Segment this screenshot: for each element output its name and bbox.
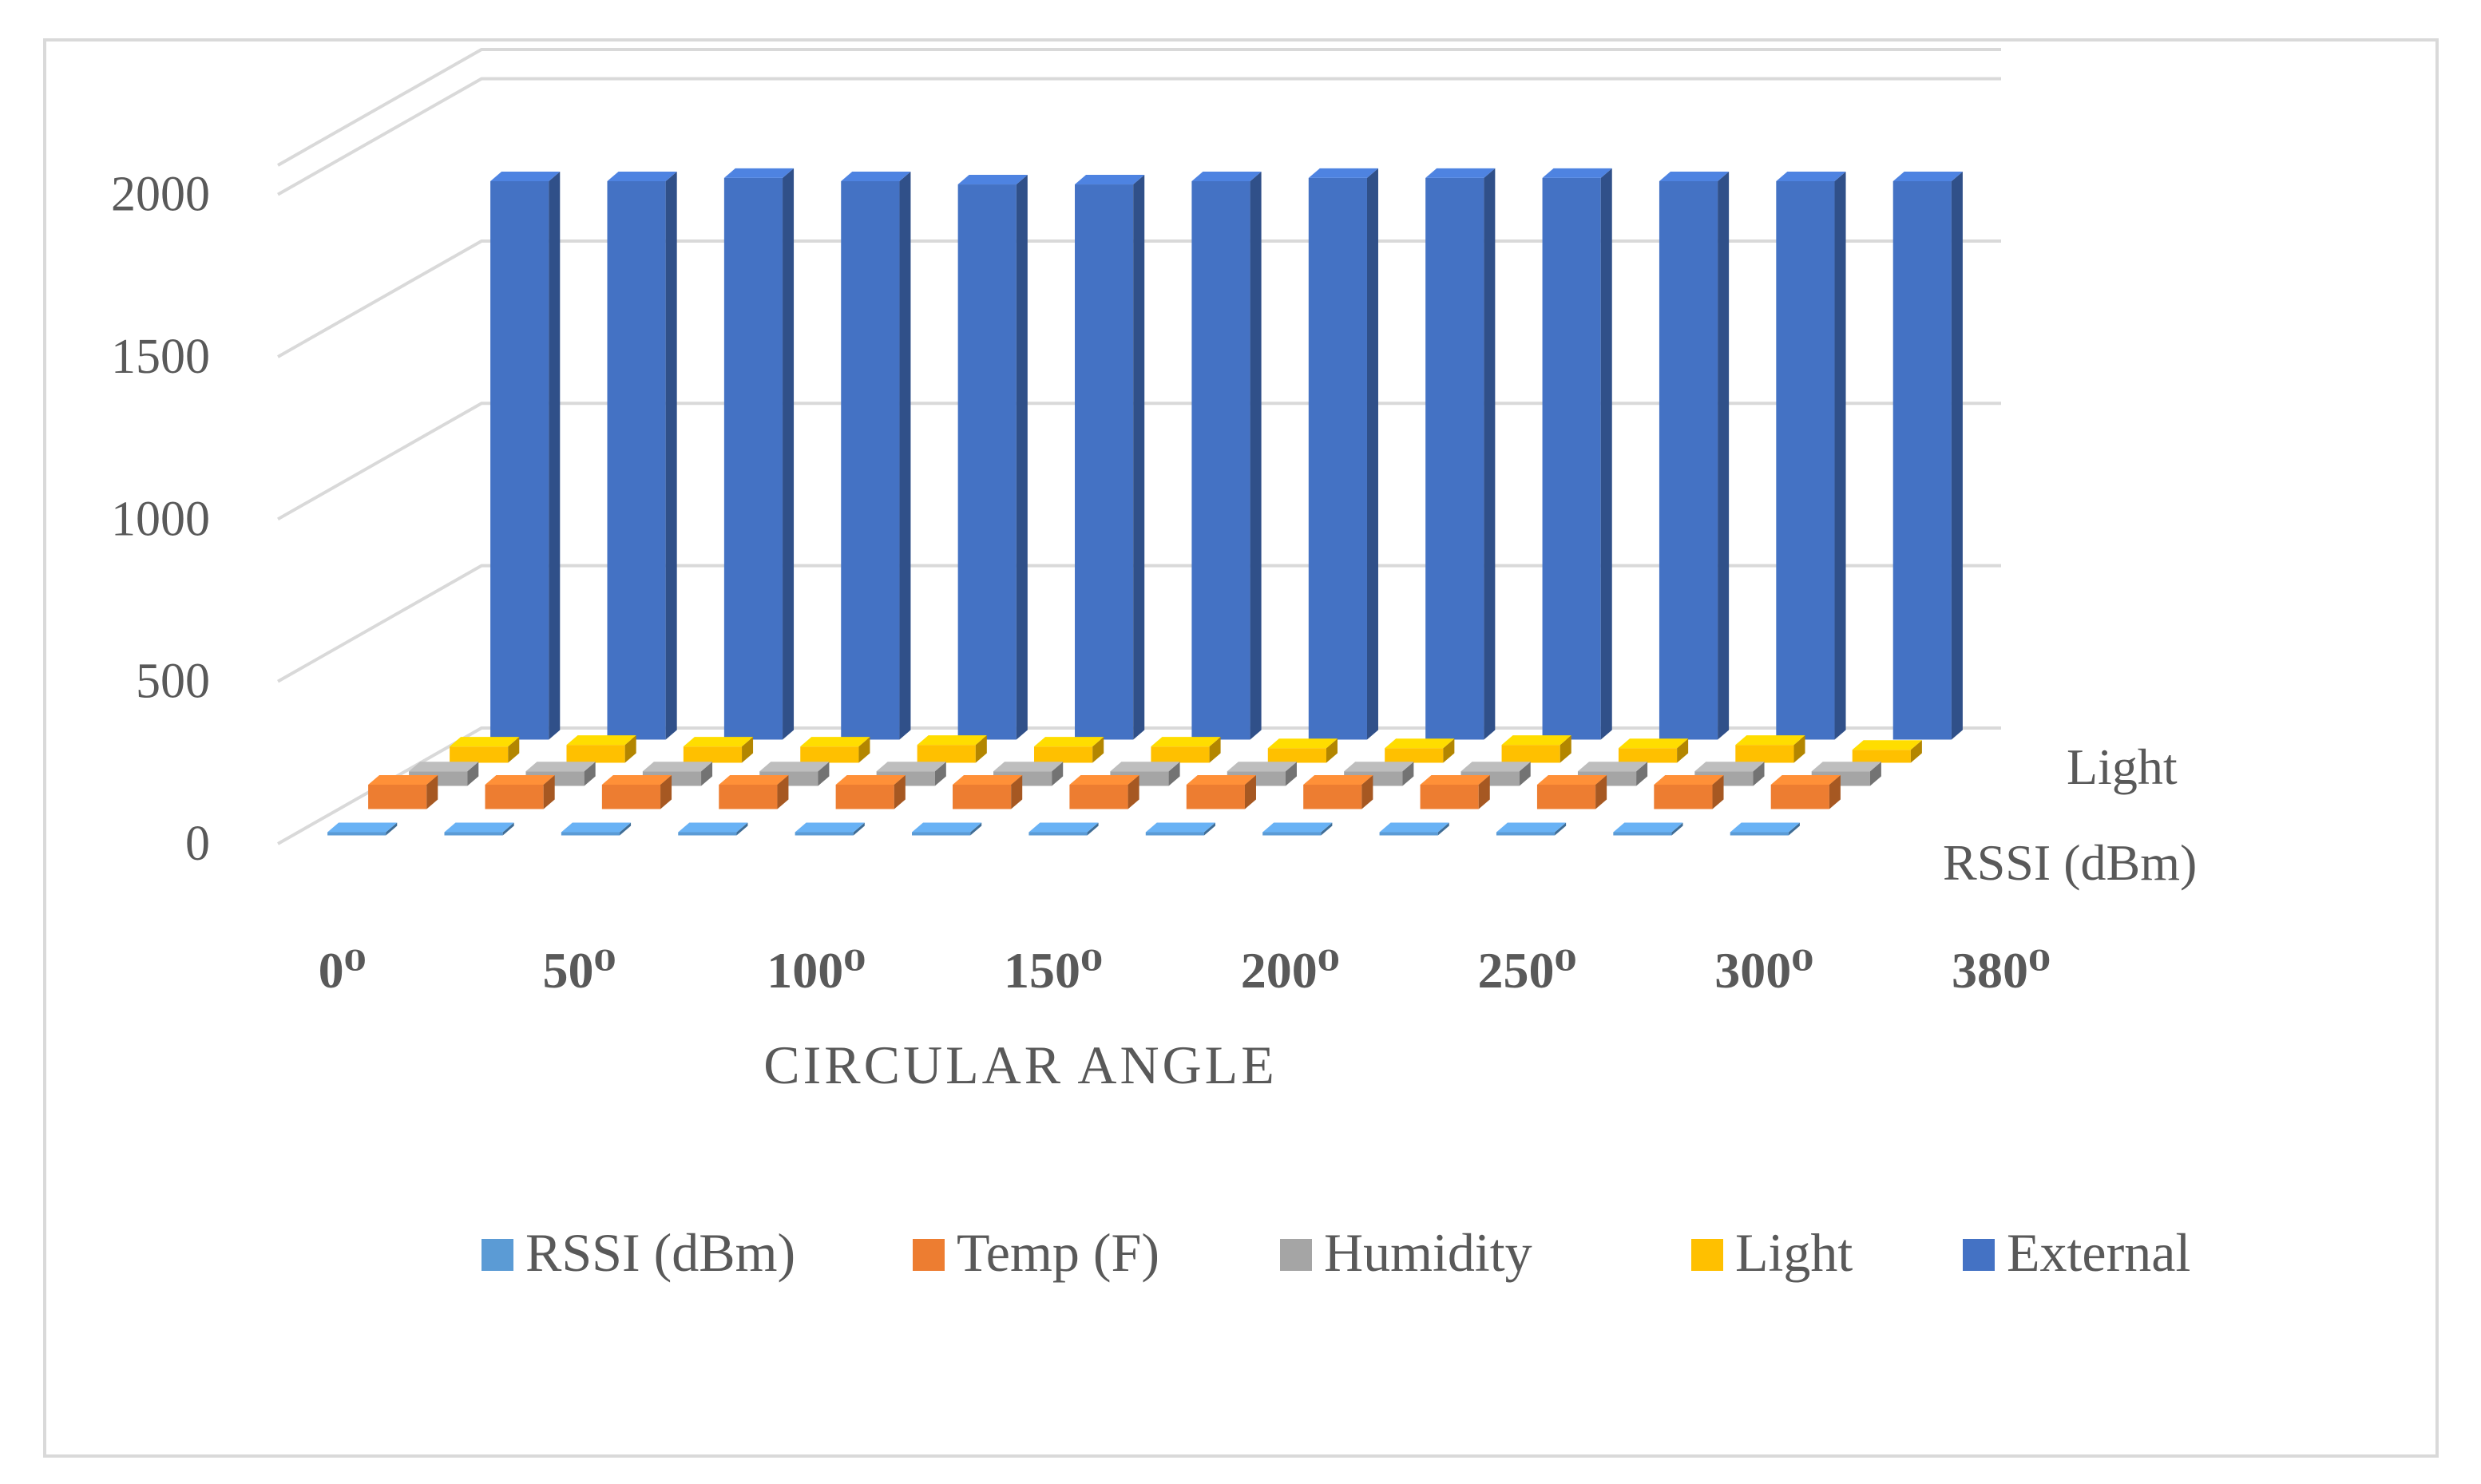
bar-light-7	[1151, 737, 1221, 763]
gridline	[277, 77, 2001, 196]
bar-light-11	[1618, 738, 1689, 763]
legend-swatch	[1691, 1239, 1723, 1271]
bar-temp-f-1	[368, 774, 438, 809]
bar-external-2	[607, 171, 677, 740]
bar-light-5	[917, 735, 987, 763]
bar-rssi-dbm-6	[912, 822, 982, 836]
legend-swatch	[1963, 1239, 1995, 1271]
bar-light-9	[1385, 738, 1455, 763]
x-tick-label: 250⁰	[1478, 942, 1577, 999]
bar-humidity-12	[1694, 762, 1765, 786]
bar-temp-f-5	[835, 774, 906, 809]
legend-swatch	[482, 1239, 513, 1271]
y-tick-label: 1500	[111, 330, 210, 384]
bar-light-3	[683, 737, 754, 763]
bar-rssi-dbm-11	[1496, 822, 1567, 836]
bar-rssi-dbm-5	[795, 822, 865, 836]
bar-light-10	[1501, 735, 1571, 763]
legend-item: Light	[1691, 1222, 1853, 1283]
gridline	[277, 48, 2001, 167]
bar-external-7	[1191, 171, 1262, 740]
bar-external-13	[1892, 171, 1963, 740]
x-axis-title: CIRCULAR ANGLE	[763, 1035, 1277, 1095]
bar-temp-f-4	[719, 774, 789, 809]
x-tick-label: 0⁰	[319, 942, 367, 999]
bar-external-12	[1776, 171, 1846, 740]
bar-rssi-dbm-13	[1730, 822, 1800, 836]
bar-temp-f-2	[485, 774, 555, 809]
legend-item: External	[1963, 1222, 2190, 1283]
bar-rssi-dbm-8	[1145, 822, 1215, 836]
legend-item: RSSI (dBm)	[482, 1222, 795, 1283]
bar-rssi-dbm-2	[444, 822, 514, 836]
x-tick-label: 300⁰	[1714, 942, 1813, 999]
legend-label: Temp (F)	[957, 1222, 1159, 1283]
chart-canvas: 0 500 1000 1500 2000 0⁰ 50⁰ 100⁰ 150⁰ 200⁰ 250⁰ 30…	[111, 48, 2197, 1283]
x-axis-ticks: 0⁰ 50⁰ 100⁰ 150⁰ 200⁰ 250⁰ 300⁰ 380⁰	[319, 942, 2051, 999]
legend: RSSI (dBm) Temp (F) Humidity Light External	[482, 1222, 2190, 1283]
bar-rssi-dbm-10	[1379, 822, 1449, 836]
bar-rssi-dbm-7	[1028, 822, 1099, 836]
bar-rssi-dbm-9	[1262, 822, 1333, 836]
bar-light-2	[566, 735, 636, 763]
bar-temp-f-8	[1186, 774, 1256, 809]
legend-label: Humidity	[1324, 1222, 1532, 1283]
bar-temp-f-13	[1770, 774, 1841, 809]
depth-label-light: Light	[2067, 738, 2178, 795]
legend-swatch	[1280, 1239, 1312, 1271]
y-axis-ticks: 0 500 1000 1500 2000	[111, 168, 210, 871]
bar-rssi-dbm-12	[1613, 822, 1683, 836]
bar-light-13	[1852, 740, 1922, 763]
x-tick-label: 150⁰	[1004, 942, 1103, 999]
legend-label: External	[2007, 1222, 2190, 1283]
y-tick-label: 1000	[111, 492, 210, 546]
bar-external-6	[1075, 175, 1145, 740]
bar-external-4	[841, 171, 911, 740]
y-tick-label: 500	[136, 655, 210, 709]
bar-temp-f-11	[1536, 774, 1607, 809]
bar-external-11	[1659, 171, 1730, 740]
bar-light-8	[1267, 738, 1338, 763]
bar-external-1	[490, 171, 561, 740]
x-tick-label: 100⁰	[767, 942, 866, 999]
bar-light-12	[1735, 735, 1805, 763]
y-tick-label: 0	[185, 817, 210, 871]
chart-frame: 0 500 1000 1500 2000 0⁰ 50⁰ 100⁰ 150⁰ 200⁰ 250⁰ 30…	[43, 38, 2439, 1458]
bars	[327, 168, 1963, 836]
bar-external-8	[1308, 168, 1378, 740]
legend-item: Humidity	[1280, 1222, 1532, 1283]
bar-rssi-dbm-1	[327, 822, 398, 836]
bar-temp-f-12	[1654, 774, 1724, 809]
bar-external-5	[957, 175, 1028, 740]
bar-light-6	[1034, 737, 1104, 763]
x-tick-label: 50⁰	[542, 942, 616, 999]
bar-external-3	[723, 168, 795, 740]
bar-temp-f-3	[601, 774, 672, 809]
bar-humidity-7	[1110, 762, 1180, 786]
legend-swatch	[913, 1239, 945, 1271]
legend-label: RSSI (dBm)	[525, 1222, 795, 1283]
bar-external-9	[1425, 168, 1496, 740]
x-tick-label: 200⁰	[1241, 942, 1340, 999]
bar-temp-f-6	[953, 774, 1023, 809]
legend-item: Temp (F)	[913, 1222, 1159, 1283]
bar-external-10	[1542, 168, 1612, 740]
bar-light-1	[450, 737, 520, 763]
depth-axis-labels: Light RSSI (dBm)	[1943, 738, 2197, 891]
legend-label: Light	[1735, 1222, 1853, 1283]
bar-temp-f-9	[1303, 774, 1373, 809]
depth-label-rssi: RSSI (dBm)	[1943, 834, 2197, 891]
bar-rssi-dbm-3	[561, 822, 632, 836]
y-tick-label: 2000	[111, 168, 210, 222]
x-tick-label: 380⁰	[1952, 942, 2051, 999]
bar-light-4	[800, 737, 870, 763]
bar-temp-f-10	[1420, 774, 1490, 809]
bar-rssi-dbm-4	[678, 822, 748, 836]
bar-temp-f-7	[1069, 774, 1139, 809]
